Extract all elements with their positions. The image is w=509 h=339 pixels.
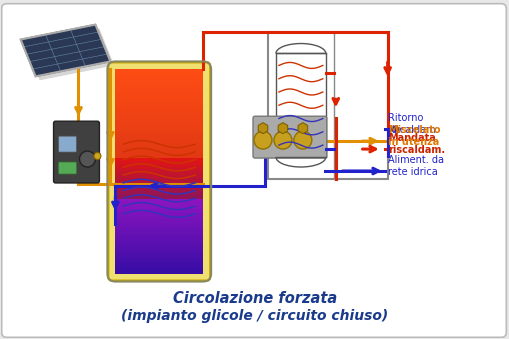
Bar: [115, 205, 203, 209]
Bar: [115, 178, 203, 182]
Bar: [115, 195, 203, 199]
Bar: [115, 140, 203, 144]
Bar: [115, 151, 203, 155]
Bar: [115, 103, 203, 107]
Bar: [115, 256, 203, 260]
Text: Miscelato
in utenza: Miscelato in utenza: [387, 125, 439, 147]
Bar: [115, 208, 203, 212]
Bar: [267, 32, 387, 179]
Bar: [115, 110, 203, 114]
Bar: [115, 167, 203, 172]
Bar: [115, 185, 203, 188]
Bar: [115, 72, 203, 76]
Bar: [115, 79, 203, 83]
Bar: [115, 242, 203, 246]
Circle shape: [273, 131, 291, 149]
Bar: [115, 222, 203, 226]
Circle shape: [293, 131, 311, 149]
Bar: [115, 144, 203, 148]
Bar: [115, 229, 203, 233]
FancyBboxPatch shape: [53, 121, 99, 183]
Bar: [115, 117, 203, 120]
Bar: [115, 215, 203, 219]
Bar: [115, 263, 203, 267]
FancyBboxPatch shape: [252, 116, 326, 158]
Circle shape: [79, 151, 95, 167]
Bar: [115, 270, 203, 274]
Bar: [115, 236, 203, 240]
Bar: [115, 89, 203, 93]
Bar: [115, 161, 203, 165]
Bar: [115, 76, 203, 80]
Bar: [115, 171, 203, 175]
Bar: [115, 154, 203, 158]
Polygon shape: [20, 25, 110, 76]
Bar: [115, 246, 203, 250]
Bar: [275, 54, 325, 157]
Bar: [115, 253, 203, 257]
Bar: [115, 130, 203, 134]
Bar: [115, 86, 203, 90]
Polygon shape: [277, 123, 287, 134]
Bar: [115, 127, 203, 131]
Bar: [115, 212, 203, 216]
Circle shape: [253, 131, 271, 149]
Bar: [115, 157, 203, 161]
Bar: [115, 219, 203, 222]
Bar: [115, 266, 203, 270]
Bar: [115, 120, 203, 124]
Bar: [115, 198, 203, 202]
FancyBboxPatch shape: [108, 62, 210, 281]
Bar: [115, 113, 203, 117]
Polygon shape: [258, 123, 267, 134]
Text: Circolazione forzata: Circolazione forzata: [173, 291, 336, 306]
FancyBboxPatch shape: [59, 136, 76, 152]
FancyBboxPatch shape: [2, 4, 505, 337]
Text: Aliment. da
rete idrica: Aliment. da rete idrica: [387, 155, 443, 177]
Bar: [115, 174, 203, 178]
Bar: [115, 259, 203, 263]
Text: (impianto glicole / circuito chiuso): (impianto glicole / circuito chiuso): [121, 310, 388, 323]
Bar: [115, 181, 203, 185]
Bar: [115, 96, 203, 100]
Bar: [115, 82, 203, 86]
Bar: [115, 232, 203, 236]
Bar: [115, 134, 203, 138]
Bar: [115, 93, 203, 97]
Bar: [115, 192, 203, 195]
Bar: [115, 249, 203, 253]
Bar: [115, 239, 203, 243]
Circle shape: [94, 153, 101, 160]
Bar: [115, 225, 203, 230]
Polygon shape: [298, 123, 307, 134]
Bar: [115, 69, 203, 73]
Bar: [115, 188, 203, 192]
Text: Ritorno
riscaldam.: Ritorno riscaldam.: [387, 113, 437, 135]
Bar: [115, 123, 203, 127]
Bar: [115, 100, 203, 103]
Bar: [115, 147, 203, 151]
FancyBboxPatch shape: [59, 162, 76, 174]
Bar: [115, 164, 203, 168]
Bar: [115, 137, 203, 141]
Bar: [115, 106, 203, 110]
Polygon shape: [24, 28, 114, 80]
Text: Mandata
riscaldam.: Mandata riscaldam.: [387, 133, 444, 155]
Bar: [115, 202, 203, 205]
